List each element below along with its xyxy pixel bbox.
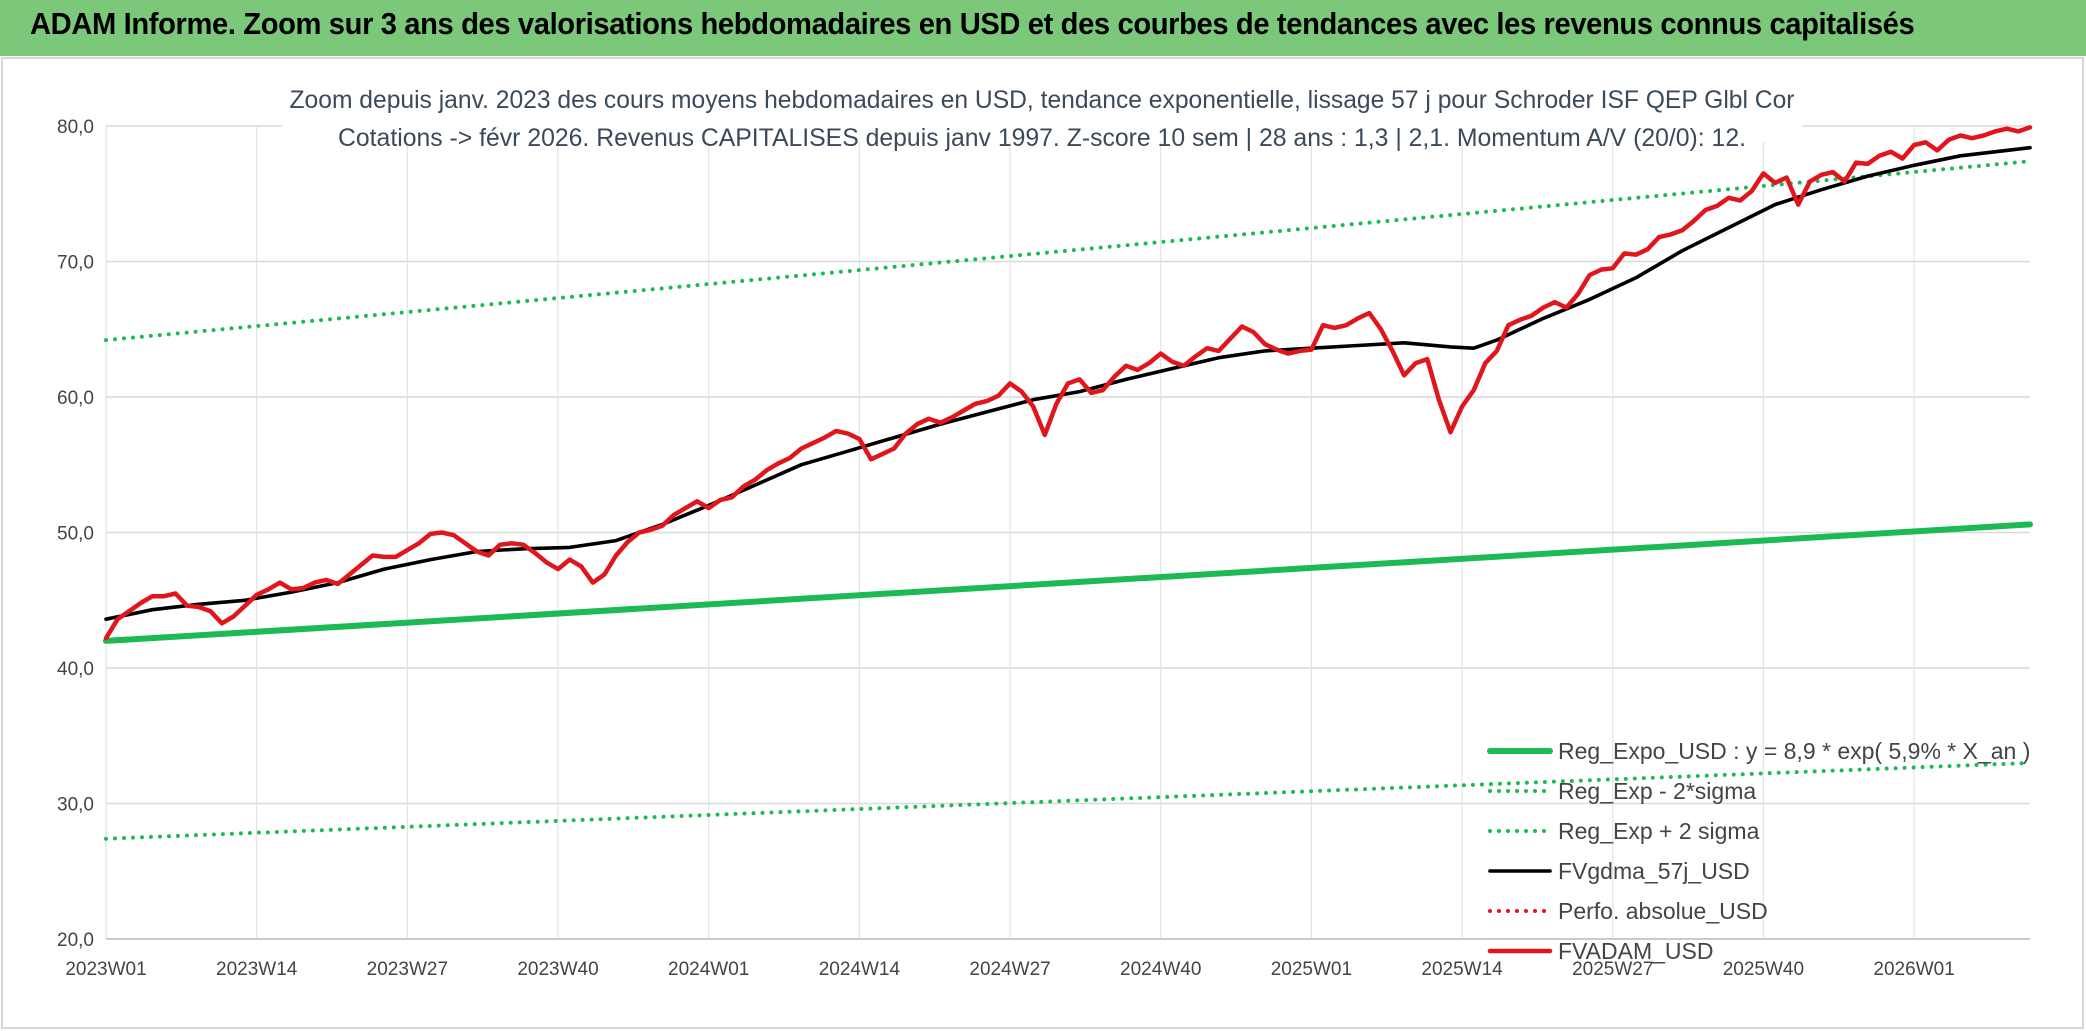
chart-title-line-2: Cotations -> févr 2026. Revenus CAPITALI… xyxy=(338,124,1746,152)
y-tick-label: 20,0 xyxy=(57,930,94,951)
chart-title-line-1: Zoom depuis janv. 2023 des cours moyens … xyxy=(290,86,1795,114)
chart-title: Zoom depuis janv. 2023 des cours moyens … xyxy=(282,62,1802,152)
x-tick-label: 2023W27 xyxy=(367,959,448,980)
legend-entry-4: Perfo. absolue_USD xyxy=(1558,898,1768,924)
x-tick-label: 2025W40 xyxy=(1723,959,1804,980)
chart-frame: 20,0 30,0 40,0 50,0 60,0 70,0 80,0 2023W01 2023… xyxy=(0,56,2086,1031)
x-tick-label: 2025W27 xyxy=(1572,959,1653,980)
legend-entry-1: Reg_Exp - 2*sigma xyxy=(1558,778,1756,804)
x-tick-label: 2023W14 xyxy=(216,959,298,980)
y-axis: 20,0 30,0 40,0 50,0 60,0 70,0 80,0 xyxy=(57,117,94,951)
title-banner: ADAM Informe. Zoom sur 3 ans des valoris… xyxy=(0,0,2086,56)
legend: Reg_Expo_USD : y = 8,9 * exp( 5,9% * X_a… xyxy=(1487,738,2030,964)
series-layer xyxy=(103,125,2033,841)
x-axis: 2023W01 2023W14 2023W27 2023W40 2024W01 2024W… xyxy=(65,938,2030,980)
x-tick-label: 2023W40 xyxy=(517,959,598,980)
legend-entry-5: FVADAM_USD xyxy=(1558,938,1714,964)
legend-entry-2: Reg_Exp + 2 sigma xyxy=(1558,818,1760,844)
line-chart: 20,030,040,050,060,070,080,0 2023W01 2023… xyxy=(1,57,2084,1029)
y-tick-label: 40,0 xyxy=(57,659,94,680)
legend-entry-0: Reg_Expo_USD : y = 8,9 * exp( 5,9% * X_a… xyxy=(1558,738,2030,764)
series-line-2 xyxy=(104,760,2032,841)
chart-title-backdrop xyxy=(282,62,1802,142)
legend-entry-3: FVgdma_57j_USD xyxy=(1558,858,1750,884)
x-tick-label: 2023W01 xyxy=(65,959,146,980)
x-tick-label: 2025W14 xyxy=(1421,959,1503,980)
series-line-5 xyxy=(103,125,2033,641)
series-line-3 xyxy=(104,145,2032,621)
series-line-0 xyxy=(103,521,2033,644)
x-tick-label: 2025W01 xyxy=(1271,959,1352,980)
page-title: ADAM Informe. Zoom sur 3 ans des valoris… xyxy=(30,6,1915,41)
x-tick-label: 2024W14 xyxy=(819,959,901,980)
y-tick-label: 30,0 xyxy=(57,795,94,816)
y-tick-label: 60,0 xyxy=(57,388,94,409)
y-tick-label: 50,0 xyxy=(57,524,94,545)
y-tick-label: 70,0 xyxy=(57,253,94,274)
x-tick-label: 2026W01 xyxy=(1873,959,1954,980)
x-tick-label: 2024W40 xyxy=(1120,959,1201,980)
x-tick-label: 2024W01 xyxy=(668,959,749,980)
x-tick-label: 2024W27 xyxy=(969,959,1050,980)
series-line-1 xyxy=(104,159,2032,343)
y-tick-label: 80,0 xyxy=(57,117,94,138)
